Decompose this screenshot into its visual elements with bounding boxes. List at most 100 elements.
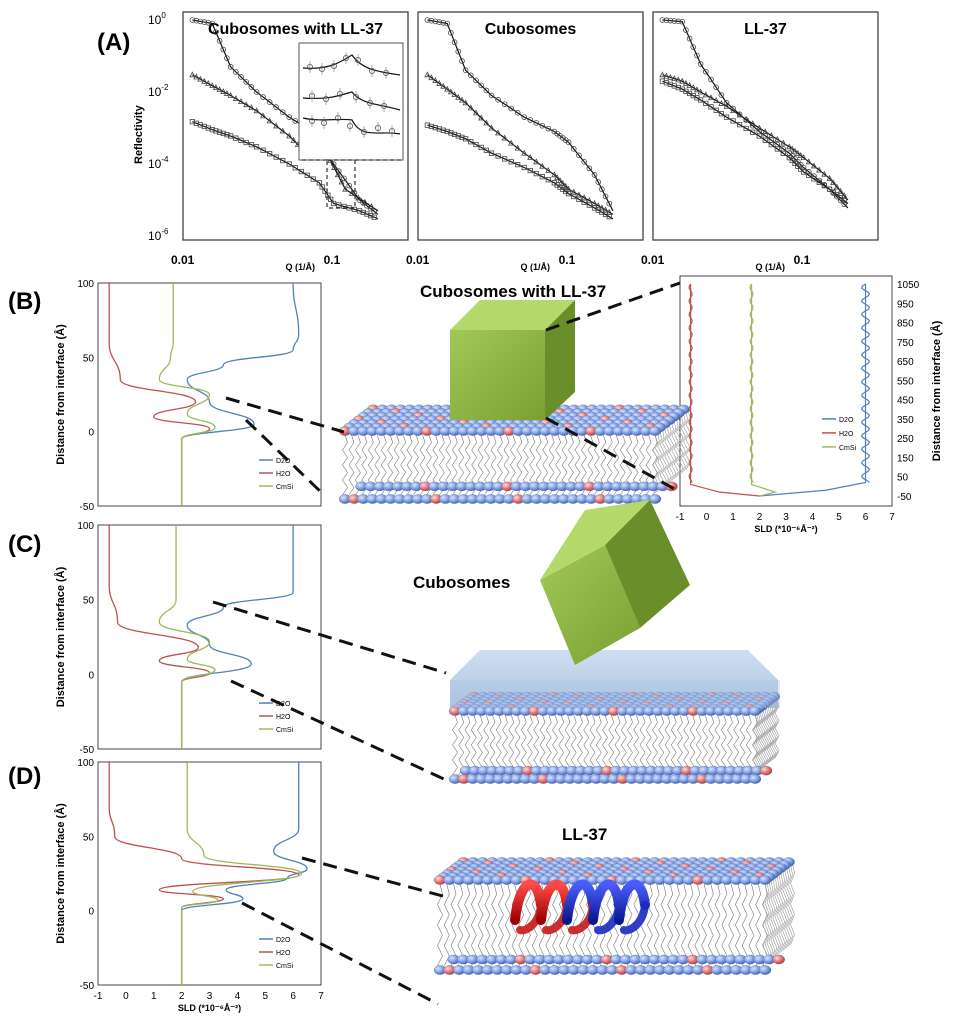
lipid-tail [577, 714, 583, 776]
lipid-tail [752, 714, 758, 776]
lipid-tail [669, 422, 674, 483]
lipid-tail [757, 711, 763, 772]
inset-curve-bottom-cmsi [750, 284, 778, 497]
ytick-base: 10 [148, 157, 162, 171]
data-point [273, 104, 279, 110]
data-point [455, 93, 462, 100]
data-point [298, 168, 304, 175]
data-point [698, 97, 704, 103]
data-point [325, 192, 331, 198]
data-point [197, 18, 204, 25]
data-point [478, 114, 485, 121]
data-point [253, 89, 260, 95]
lipid-tail [768, 879, 774, 962]
data-point [527, 154, 534, 160]
data-point [502, 156, 508, 162]
lipid-tail [464, 883, 470, 967]
data-point [286, 114, 293, 120]
data-point [768, 142, 774, 148]
data-point [545, 125, 552, 132]
data-point [703, 68, 709, 75]
dashed-connector [545, 416, 681, 494]
data-point [473, 77, 479, 84]
legend-label: H2O [276, 950, 291, 957]
data-point [830, 179, 837, 186]
inset-y-tick: 550 [897, 376, 914, 387]
panel-label-c: (C) [8, 531, 41, 558]
cube-front-face [540, 545, 640, 665]
lipid-head-blue [758, 965, 772, 975]
data-point [606, 200, 613, 207]
data-point [780, 139, 787, 146]
data-point [360, 209, 366, 216]
inset-x-axis-label: SLD (*10⁻⁶Å⁻²) [754, 524, 817, 534]
y-axis-label: Distance from interface (Å) [54, 566, 67, 707]
data-point [515, 162, 521, 168]
data-point [279, 127, 286, 134]
lipid-tail [687, 883, 694, 967]
lipid-tail [659, 429, 665, 490]
lipid-tail [471, 883, 477, 967]
x-tick: 7 [318, 991, 324, 1002]
data-point [718, 92, 725, 98]
data-point [675, 76, 682, 83]
lipid-tail [782, 868, 787, 952]
data-point [368, 203, 375, 209]
data-point [220, 88, 227, 94]
lipid-tails [342, 409, 691, 496]
data-point [521, 149, 528, 156]
lipid-tail [776, 873, 782, 956]
lipid-tail [342, 434, 348, 496]
data-point [554, 174, 561, 181]
data-point [367, 213, 374, 219]
lipid-tail [627, 714, 633, 776]
x-tick: 0.01 [406, 253, 430, 267]
data-point [478, 82, 484, 89]
data-point [462, 67, 469, 74]
data-point [806, 172, 812, 179]
data-point [212, 84, 219, 91]
data-point [756, 124, 763, 131]
data-point [508, 139, 515, 146]
data-point [795, 163, 801, 169]
data-point [483, 147, 489, 153]
data-point [238, 137, 244, 143]
data-point [220, 46, 227, 53]
lipid-tail [599, 883, 606, 967]
lipid-tail [769, 701, 775, 762]
lipid-head-blue [748, 706, 762, 716]
data-point [238, 74, 244, 80]
data-point [197, 75, 204, 82]
x-tick: 0 [123, 991, 129, 1002]
lipid-tail [714, 883, 721, 967]
cube-c [540, 500, 690, 665]
data-point [682, 79, 689, 86]
data-point [663, 72, 670, 79]
lipid-tail [720, 714, 727, 776]
data-point [424, 17, 431, 23]
lipid-tail [728, 883, 734, 967]
data-point [833, 183, 840, 190]
data-point [331, 164, 338, 170]
data-point [432, 125, 438, 131]
data-point [730, 118, 736, 124]
data-point [539, 122, 546, 129]
data-point [602, 193, 609, 200]
lipid-tail [564, 714, 571, 776]
data-point [451, 131, 458, 138]
lipid-tail [491, 883, 498, 967]
lipid-tail [525, 883, 531, 967]
data-point [432, 18, 439, 25]
sld-curve-cmsi [158, 525, 216, 749]
data-point [800, 169, 807, 175]
lipid-tail [721, 883, 728, 967]
data-point [556, 177, 564, 183]
data-point [223, 90, 231, 96]
data-point [559, 179, 566, 186]
x-tick: 6 [290, 991, 296, 1002]
lipid-tail [533, 714, 540, 776]
inset-fit-line [302, 117, 401, 135]
data-point [527, 167, 533, 174]
inset-y-tick: 650 [897, 357, 914, 368]
lipid-tail [780, 870, 786, 953]
